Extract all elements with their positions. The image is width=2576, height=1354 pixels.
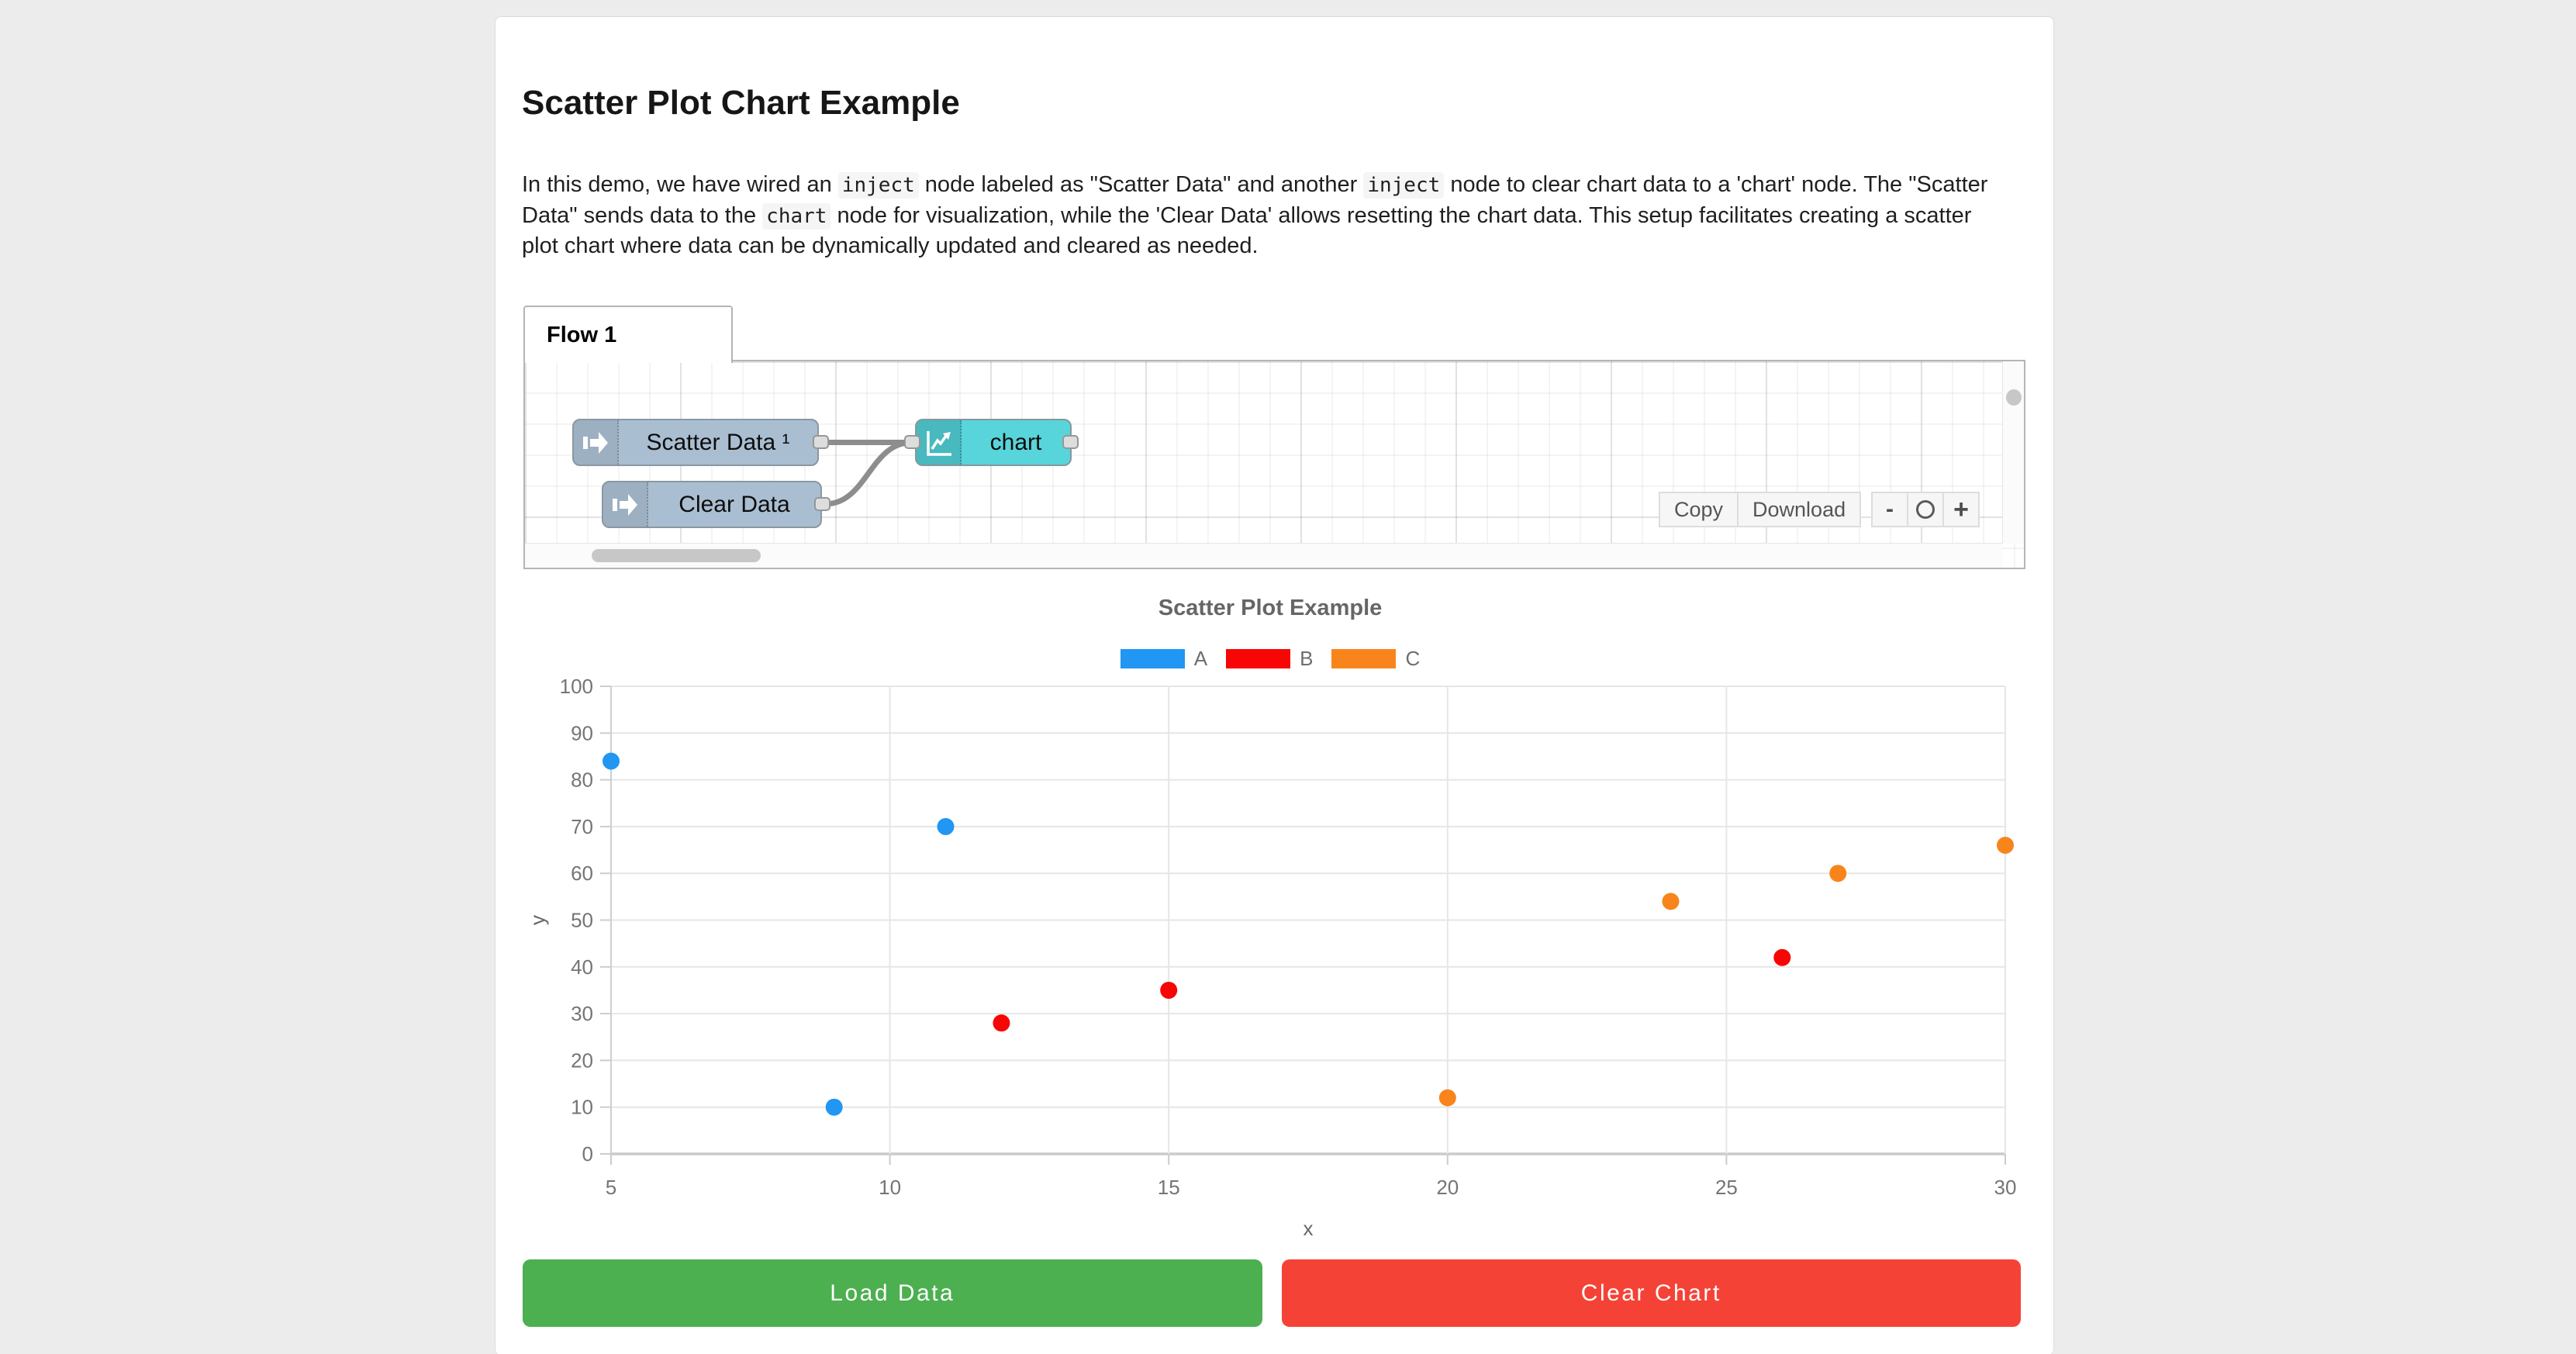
x-tick-label: 20 xyxy=(1436,1176,1459,1199)
zoom-reset-icon xyxy=(1916,500,1935,519)
clear-chart-button[interactable]: Clear Chart xyxy=(1281,1259,2021,1327)
description-line: Data" sends data to the chart node for v… xyxy=(522,202,1972,230)
node-chart[interactable]: chart xyxy=(915,419,1072,466)
data-point-C[interactable] xyxy=(1662,893,1680,910)
plus-icon: + xyxy=(1953,494,1969,524)
port-clear-output[interactable] xyxy=(814,497,830,511)
y-tick-label: 10 xyxy=(571,1096,593,1119)
node-scatter-data[interactable]: Scatter Data ¹ xyxy=(572,419,819,466)
chart-title: Scatter Plot Example xyxy=(1158,596,1383,620)
flow-tab[interactable]: Flow 1 xyxy=(523,306,733,363)
y-tick-label: 80 xyxy=(571,769,593,792)
node-label: chart xyxy=(989,429,1042,455)
x-axis-title: x xyxy=(1304,1217,1314,1240)
y-axis-title: y xyxy=(526,915,549,925)
inline-code: chart xyxy=(762,202,831,230)
horizontal-scroll-thumb[interactable] xyxy=(592,549,761,562)
x-tick-label: 25 xyxy=(1715,1176,1738,1199)
y-tick-label: 60 xyxy=(571,862,593,885)
plot-canvas: 0 10 20 30 40 50 60 70 80 90 100 5 10 15 20 25 30 y x xyxy=(526,675,2017,1240)
y-tick-label: 20 xyxy=(571,1048,593,1072)
y-tick-label: 30 xyxy=(571,1002,593,1025)
flow-horizontal-scrollbar[interactable] xyxy=(525,543,2002,568)
inject-icon-box xyxy=(574,420,619,465)
description-line: In this demo, we have wired an inject no… xyxy=(522,172,1988,199)
legend-label: C xyxy=(1405,647,1421,670)
page-title: Scatter Plot Chart Example xyxy=(522,84,960,122)
flow-tab-label: Flow 1 xyxy=(547,322,617,347)
y-tick-label: 50 xyxy=(571,909,593,932)
data-point-C[interactable] xyxy=(1997,837,2014,855)
data-point-A[interactable] xyxy=(603,752,620,770)
content-card xyxy=(495,16,2054,1354)
vertical-scroll-thumb[interactable] xyxy=(2006,389,2022,406)
inject-icon-box xyxy=(603,482,648,527)
line-chart-icon xyxy=(927,430,951,456)
port-chart-input[interactable] xyxy=(904,435,920,449)
y-tick-label: 0 xyxy=(582,1142,593,1166)
zoom-reset-button[interactable] xyxy=(1907,492,1944,527)
y-tick-label: 90 xyxy=(571,721,593,744)
legend-label: A xyxy=(1193,647,1208,670)
zoom-out-button[interactable]: - xyxy=(1871,492,1908,527)
minus-icon: - xyxy=(1886,496,1894,522)
load-data-button[interactable]: Load Data xyxy=(523,1259,1262,1327)
legend-item-B[interactable]: B xyxy=(1226,647,1313,671)
inline-code: inject xyxy=(837,172,919,199)
legend-swatch xyxy=(1331,649,1397,668)
legend-item-C[interactable]: C xyxy=(1331,647,1420,671)
data-point-B[interactable] xyxy=(993,1014,1010,1032)
inject-arrow-icon xyxy=(613,493,637,516)
node-label: Scatter Data ¹ xyxy=(646,429,790,455)
data-point-A[interactable] xyxy=(937,817,955,835)
description-line: plot chart where data can be dynamically… xyxy=(522,233,1259,258)
x-tick-label: 5 xyxy=(606,1176,616,1199)
legend-swatch xyxy=(1120,649,1185,668)
x-tick-label: 10 xyxy=(879,1176,901,1199)
flow-canvas[interactable]: Scatter Data ¹ Clear Data chart Copy Dow… xyxy=(523,360,2025,569)
data-point-B[interactable] xyxy=(1773,948,1791,966)
y-tick-label: 100 xyxy=(560,675,593,698)
zoom-in-button[interactable]: + xyxy=(1942,492,1980,527)
inline-code: inject xyxy=(1363,172,1445,199)
port-scatter-output[interactable] xyxy=(813,435,829,449)
node-clear-data[interactable]: Clear Data xyxy=(602,481,822,528)
x-tick-label: 15 xyxy=(1158,1176,1180,1199)
data-point-C[interactable] xyxy=(1438,1089,1456,1107)
node-label: Clear Data xyxy=(679,491,790,517)
copy-button[interactable]: Copy xyxy=(1659,492,1739,527)
y-tick-label: 40 xyxy=(571,955,593,979)
data-point-C[interactable] xyxy=(1829,865,1847,883)
scatter-chart: Scatter Plot Example A B C 0 10 20 30 40 50 60 70… xyxy=(523,589,2017,1249)
x-tick-label: 30 xyxy=(1994,1176,2017,1199)
download-button[interactable]: Download xyxy=(1737,492,1862,527)
y-tick-label: 70 xyxy=(571,815,593,838)
legend-item-A[interactable]: A xyxy=(1120,647,1208,671)
chart-legend: A B C xyxy=(523,647,2017,671)
description-paragraph: In this demo, we have wired an inject no… xyxy=(522,170,1987,262)
legend-label: B xyxy=(1300,647,1314,670)
chart-icon-box xyxy=(917,420,962,465)
inject-arrow-icon xyxy=(583,431,608,454)
wire-clear-to-chart xyxy=(822,440,915,507)
data-point-A[interactable] xyxy=(825,1098,843,1116)
flow-vertical-scrollbar[interactable] xyxy=(2002,361,2024,544)
data-point-B[interactable] xyxy=(1160,981,1178,999)
port-chart-output[interactable] xyxy=(1062,435,1079,449)
legend-swatch xyxy=(1226,649,1291,668)
